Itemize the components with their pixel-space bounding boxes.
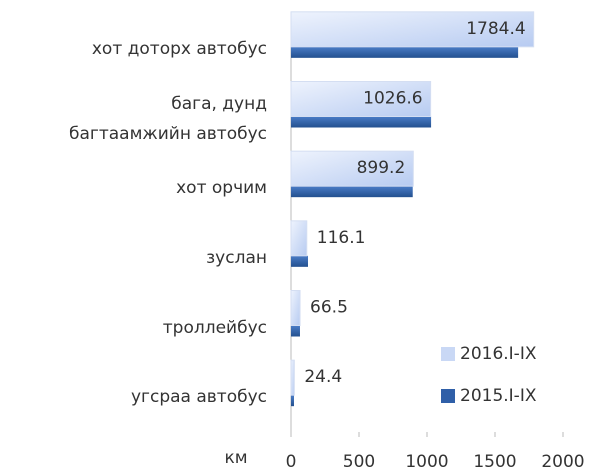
legend-swatch bbox=[441, 347, 455, 361]
x-tick-label: 2000 bbox=[541, 452, 584, 472]
category-label: хот орчим bbox=[176, 178, 267, 199]
category-label: зуслан bbox=[206, 247, 267, 268]
bar bbox=[290, 290, 301, 326]
value-label: 1784.4 bbox=[466, 19, 525, 39]
bar bbox=[291, 186, 413, 198]
legend-label: 2016.I-IX bbox=[460, 344, 537, 364]
value-label: 899.2 bbox=[357, 158, 406, 178]
bar bbox=[290, 11, 535, 48]
bar bbox=[291, 395, 294, 407]
bar bbox=[290, 359, 295, 396]
x-tick-label: 0 bbox=[286, 452, 297, 472]
category-label: троллейбус bbox=[162, 317, 267, 338]
x-tick-label: 1000 bbox=[405, 452, 448, 472]
bar bbox=[291, 255, 308, 267]
value-label: 116.1 bbox=[317, 228, 366, 248]
category-label: угсраа автобус bbox=[131, 387, 267, 408]
legend-swatch bbox=[441, 389, 455, 403]
x-axis-label: км bbox=[224, 448, 247, 468]
value-label: 24.4 bbox=[304, 367, 342, 387]
value-label: 1026.6 bbox=[363, 89, 422, 109]
bar bbox=[291, 325, 300, 337]
legend-label: 2015.I-IX bbox=[460, 386, 537, 406]
x-tick-label: 1500 bbox=[473, 452, 516, 472]
bar bbox=[290, 150, 414, 187]
category-label: бага, дунд багтаамжийн автобус bbox=[69, 93, 267, 144]
category-label: хот доторх автобус bbox=[91, 38, 267, 59]
bar bbox=[291, 46, 519, 58]
value-label: 66.5 bbox=[310, 298, 348, 318]
x-tick-label: 500 bbox=[343, 452, 375, 472]
bar bbox=[290, 220, 308, 257]
bar bbox=[291, 116, 432, 128]
bar bbox=[290, 81, 432, 117]
